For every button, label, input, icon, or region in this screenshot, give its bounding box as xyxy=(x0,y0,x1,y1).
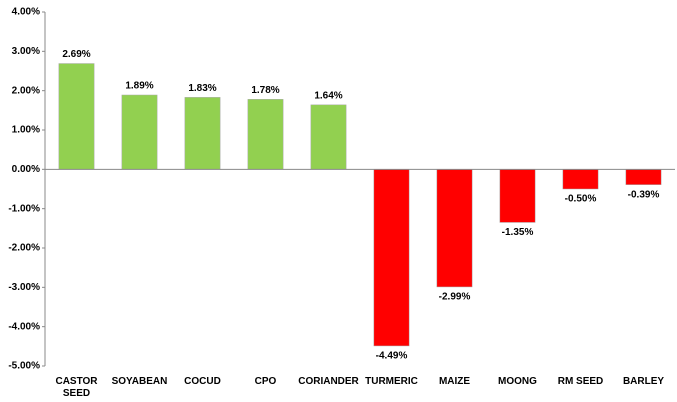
value-label: 1.78% xyxy=(251,85,279,96)
y-tick-label: 2.00% xyxy=(12,85,40,96)
bar xyxy=(625,169,662,185)
x-tick-label: MOONG xyxy=(498,376,537,387)
x-tick-label: SOYABEAN xyxy=(111,376,168,387)
bar xyxy=(58,63,95,170)
bar xyxy=(499,169,536,223)
value-label: -2.99% xyxy=(439,292,471,303)
y-tick-label: 1.00% xyxy=(12,125,40,136)
y-tick-label: -2.00% xyxy=(8,243,40,254)
value-label: 1.89% xyxy=(125,81,153,92)
value-label: -0.39% xyxy=(628,189,660,200)
bar xyxy=(373,169,410,347)
bar xyxy=(436,169,473,288)
value-label: -0.50% xyxy=(565,194,597,205)
y-tick-label: -1.00% xyxy=(8,203,40,214)
value-label: 1.64% xyxy=(314,90,342,101)
bar xyxy=(247,99,284,170)
bar xyxy=(121,94,158,170)
y-tick-label: 0.00% xyxy=(12,164,40,175)
value-label: -1.35% xyxy=(502,227,534,238)
y-tick-label: -3.00% xyxy=(8,282,40,293)
x-tick-label: TURMERIC xyxy=(365,376,418,387)
x-tick-label: COCUD xyxy=(184,376,221,387)
x-tick-label: CPO xyxy=(254,376,277,387)
x-tick-label: CORIANDER xyxy=(298,376,359,387)
y-tick-label: 4.00% xyxy=(12,7,40,18)
value-label: 2.69% xyxy=(62,49,90,60)
x-tick-label: CASTOR SEED xyxy=(55,376,98,399)
x-tick-label: BARLEY xyxy=(622,376,665,387)
bar xyxy=(184,97,221,170)
x-tick-label: RM SEED xyxy=(557,376,604,387)
bar xyxy=(562,169,599,190)
y-tick-label: -4.00% xyxy=(8,321,40,332)
value-label: -4.49% xyxy=(376,351,408,362)
y-tick-label: -5.00% xyxy=(8,361,40,372)
bar xyxy=(310,104,347,170)
y-tick-label: 3.00% xyxy=(12,46,40,57)
value-label: 1.83% xyxy=(188,83,216,94)
x-tick-label: MAIZE xyxy=(438,376,471,387)
